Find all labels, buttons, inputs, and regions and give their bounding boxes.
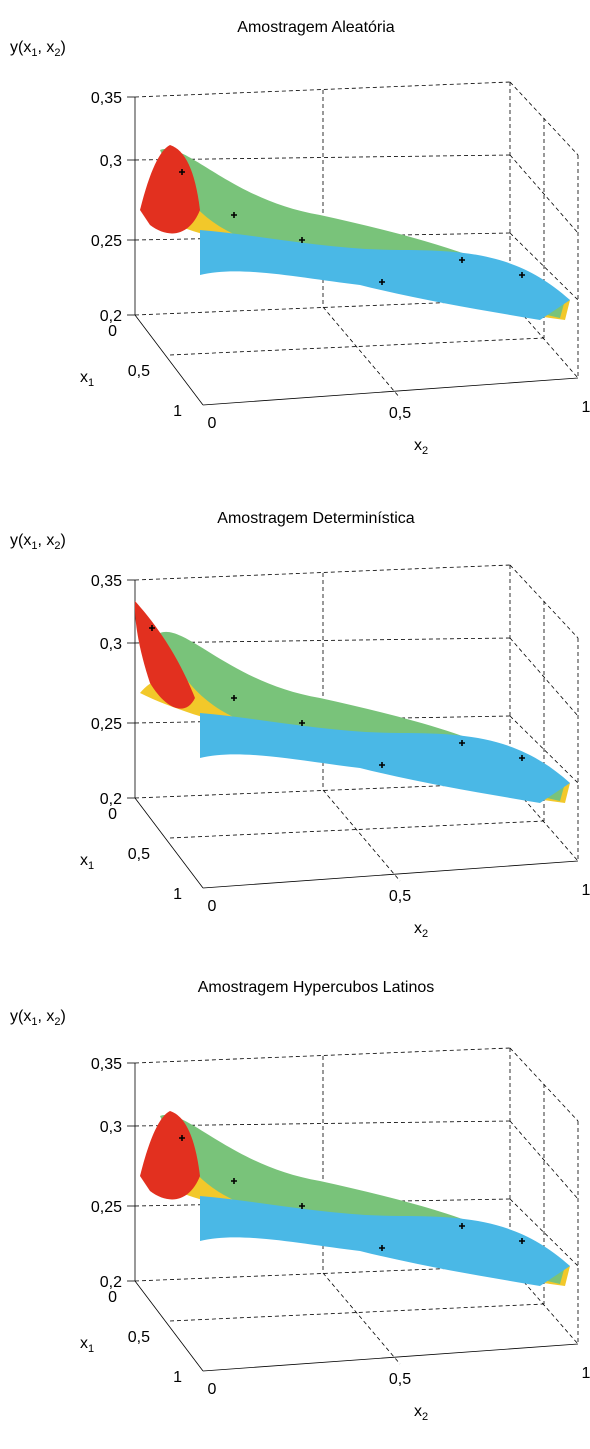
sample-point: [519, 272, 525, 278]
x1-tick: 0: [108, 323, 117, 340]
surface-plot-1: Amostragem Aleatória y(x1, x2): [10, 19, 590, 457]
sample-point: [459, 257, 465, 263]
sample-points: [179, 1135, 525, 1251]
sample-point: [299, 720, 305, 726]
sample-point: [459, 740, 465, 746]
surface: [140, 1111, 570, 1286]
sample-point: [231, 1178, 237, 1184]
surface: [134, 601, 570, 803]
chart-title: Amostragem Hypercubos Latinos: [198, 979, 435, 996]
sample-point: [179, 169, 185, 175]
x1-tick: 1: [173, 886, 182, 903]
x2-tick: 0: [208, 415, 217, 432]
z-axis-label: y(x1, x2): [10, 39, 66, 59]
x2-axis-label: x2: [414, 437, 428, 457]
x2-tick: 0: [208, 1381, 217, 1398]
sample-point: [459, 1223, 465, 1229]
sample-point: [519, 1238, 525, 1244]
sample-point: [149, 625, 155, 631]
z-axis-label: y(x1, x2): [10, 532, 66, 552]
z-tick: 0,35: [91, 90, 122, 107]
x1-tick: 0: [108, 1289, 117, 1306]
x1-tick: 0,5: [128, 363, 150, 380]
surface-ribbon-3: [200, 1196, 570, 1286]
x2-axis-label: x2: [414, 1403, 428, 1423]
sample-points: [179, 169, 525, 285]
surface-plot-2: Amostragem Determinística y(x1, x2): [10, 510, 590, 940]
chart-panel-1: Amostragem Aleatória y(x1, x2): [0, 0, 590, 483]
x1-tick: 1: [173, 403, 182, 420]
x1-tick: 0: [108, 806, 117, 823]
sample-point: [379, 762, 385, 768]
surface-ribbon-3: [200, 230, 570, 320]
sample-point: [231, 212, 237, 218]
x1-axis-label: x1: [80, 1335, 94, 1355]
x2-tick: 1: [582, 882, 590, 899]
sample-point: [379, 279, 385, 285]
x1-tick: 0,5: [128, 1329, 150, 1346]
x1-tick: 1: [173, 1369, 182, 1386]
surface-plot-3: Amostragem Hypercubos Latinos y(x1, x2): [10, 979, 590, 1423]
axes-grid: [127, 81, 579, 406]
x2-tick: 1: [582, 1365, 590, 1382]
z-tick: 0,3: [100, 153, 122, 170]
sample-point: [299, 237, 305, 243]
z-tick: 0,3: [100, 1119, 122, 1136]
chart-title: Amostragem Determinística: [217, 510, 414, 527]
surface: [140, 145, 570, 320]
z-tick: 0,35: [91, 573, 122, 590]
x1-axis-label: x1: [80, 852, 94, 872]
chart-panel-3: Amostragem Hypercubos Latinos y(x1, x2): [0, 966, 590, 1449]
x2-axis-label: x2: [414, 920, 428, 940]
z-tick: 0,25: [91, 716, 122, 733]
chart-panel-2: Amostragem Determinística y(x1, x2): [0, 483, 590, 966]
z-axis-label: y(x1, x2): [10, 1008, 66, 1028]
axes-grid: [127, 1047, 579, 1372]
x2-tick: 1: [582, 399, 590, 416]
sample-points: [149, 625, 525, 768]
x2-tick: 0,5: [389, 888, 411, 905]
z-tick: 0,2: [100, 308, 122, 325]
chart-title: Amostragem Aleatória: [237, 19, 395, 36]
x1-axis-label: x1: [80, 369, 94, 389]
z-tick: 0,25: [91, 1199, 122, 1216]
z-tick: 0,2: [100, 1274, 122, 1291]
sample-point: [379, 1245, 385, 1251]
sample-point: [299, 1203, 305, 1209]
x2-tick: 0: [208, 898, 217, 915]
z-tick: 0,25: [91, 233, 122, 250]
surface-peak: [140, 1111, 200, 1200]
x2-tick: 0,5: [389, 405, 411, 422]
sample-point: [231, 695, 237, 701]
z-tick: 0,3: [100, 636, 122, 653]
z-tick: 0,2: [100, 791, 122, 808]
sample-point: [519, 755, 525, 761]
x1-tick: 0,5: [128, 846, 150, 863]
x2-tick: 0,5: [389, 1371, 411, 1388]
surface-ribbon-3: [200, 713, 570, 803]
z-tick: 0,35: [91, 1056, 122, 1073]
sample-point: [179, 1135, 185, 1141]
surface-peak: [140, 145, 200, 234]
